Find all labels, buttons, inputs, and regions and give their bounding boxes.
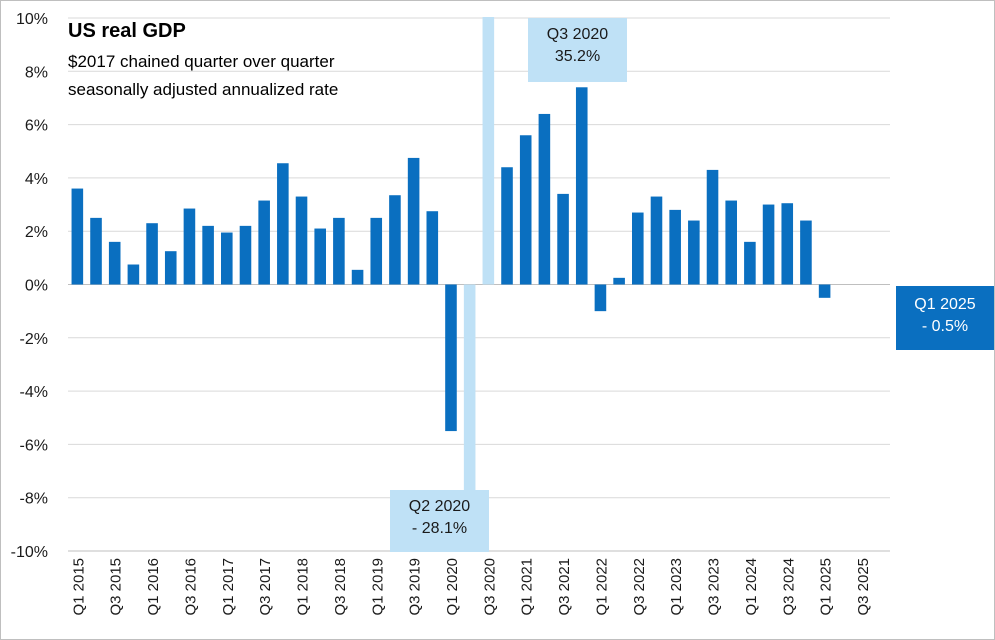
y-tick-label: 2% xyxy=(25,224,48,241)
bar-q2-2023 xyxy=(688,220,700,285)
bar-q4-2017 xyxy=(277,163,289,285)
bar-q1-2019 xyxy=(370,217,383,285)
bar-q4-2023 xyxy=(725,200,737,285)
annotation-q2-2020: Q2 2020 - 28.1% xyxy=(390,490,489,552)
x-tick-label: Q3 2018 xyxy=(332,558,349,616)
bar-q1-2021 xyxy=(519,135,532,285)
x-tick-label: Q1 2021 xyxy=(519,558,536,616)
y-tick-label: -2% xyxy=(20,331,48,348)
bar-q1-2024 xyxy=(744,241,756,285)
annotation-q1-2025: Q1 2025 - 0.5% xyxy=(896,286,994,350)
bar-q4-2015 xyxy=(127,264,140,285)
x-tick-label: Q3 2022 xyxy=(631,558,648,616)
annotation-q3-2020-value: 35.2% xyxy=(554,48,601,65)
bar-q2-2022 xyxy=(613,277,625,285)
bar-q4-2022 xyxy=(650,196,663,285)
bar-q4-2020 xyxy=(501,167,513,285)
chart-subtitle-line-2: seasonally adjusted annualized rate xyxy=(68,80,339,99)
y-tick-label: -8% xyxy=(20,491,48,508)
y-tick-label: -6% xyxy=(20,437,48,454)
chart-subtitle-line-1: $2017 chained quarter over quarter xyxy=(68,52,335,71)
annotation-q1-2025-value: - 0.5% xyxy=(921,318,969,335)
bar-q4-2016 xyxy=(202,225,214,285)
x-tick-label: Q3 2024 xyxy=(780,558,797,616)
bar-q1-2020 xyxy=(445,284,457,432)
bar-q3-2018 xyxy=(333,217,345,285)
bar-q3-2021 xyxy=(557,193,569,285)
bar-q1-2025 xyxy=(818,284,831,298)
bar-q1-2015 xyxy=(71,188,84,285)
x-tick-label: Q3 2021 xyxy=(556,558,573,616)
bar-q2-2016 xyxy=(164,251,177,285)
bar-q1-2023 xyxy=(669,209,681,285)
bar-q4-2021 xyxy=(575,87,588,285)
x-tick-label: Q1 2025 xyxy=(818,558,835,616)
annotation-q2-2020-period: Q2 2020 xyxy=(408,498,471,515)
bar-q4-2018 xyxy=(351,269,364,285)
x-tick-label: Q1 2019 xyxy=(369,558,386,616)
annotation-q3-2020: Q3 2020 35.2% xyxy=(528,18,627,82)
x-tick-label: Q3 2019 xyxy=(407,558,424,616)
bar-q2-2015 xyxy=(90,217,102,285)
bar-q3-2019 xyxy=(407,157,420,285)
x-tick-label: Q1 2018 xyxy=(295,558,312,616)
bar-q4-2019 xyxy=(426,211,439,285)
bar-q1-2016 xyxy=(146,223,158,285)
bar-q3-2024 xyxy=(781,203,794,285)
bar-q1-2022 xyxy=(594,284,607,312)
chart-title: US real GDP xyxy=(68,20,186,42)
x-tick-label: Q1 2016 xyxy=(145,558,162,616)
x-tick-label: Q1 2023 xyxy=(668,558,685,616)
bar-q3-2023 xyxy=(706,169,719,285)
bar-q4-2024 xyxy=(800,220,812,285)
bar-q3-2016 xyxy=(183,208,196,285)
annotation-q3-2020-period: Q3 2020 xyxy=(546,26,609,43)
x-tick-label: Q3 2025 xyxy=(855,558,872,616)
y-tick-label: 4% xyxy=(25,171,48,188)
y-tick-label: -10% xyxy=(11,544,48,561)
bar-q2-2018 xyxy=(314,228,326,285)
bar-q3-2017 xyxy=(258,200,270,285)
x-tick-label: Q1 2017 xyxy=(220,558,237,616)
bar-q2-2017 xyxy=(239,225,252,285)
annotation-q1-2025-period: Q1 2025 xyxy=(914,296,976,313)
bar-q2-2019 xyxy=(389,195,401,285)
x-tick-label: Q3 2017 xyxy=(257,558,274,616)
bar-q1-2017 xyxy=(221,232,233,285)
x-tick-label: Q3 2020 xyxy=(481,558,498,616)
y-tick-label: -4% xyxy=(20,384,48,401)
x-tick-label: Q3 2023 xyxy=(706,558,723,616)
bar-q2-2024 xyxy=(762,204,775,285)
y-tick-label: 10% xyxy=(16,11,48,28)
x-tick-label: Q1 2015 xyxy=(70,558,87,616)
y-tick-label: 0% xyxy=(25,278,48,295)
bar-q2-2021 xyxy=(538,113,551,285)
annotation-q2-2020-value: - 28.1% xyxy=(411,520,468,537)
bar-q3-2020 xyxy=(482,17,495,285)
bar-q1-2018 xyxy=(295,196,308,285)
x-tick-label: Q3 2015 xyxy=(108,558,125,616)
x-tick-label: Q3 2016 xyxy=(182,558,199,616)
x-tick-label: Q1 2020 xyxy=(444,558,461,616)
x-tick-label: Q1 2022 xyxy=(593,558,610,616)
y-tick-label: 8% xyxy=(25,64,48,81)
y-tick-label: 6% xyxy=(25,118,48,135)
x-tick-label: Q1 2024 xyxy=(743,558,760,616)
bar-q2-2020 xyxy=(463,284,476,551)
bar-q3-2022 xyxy=(632,212,644,285)
bar-q3-2015 xyxy=(108,241,121,285)
